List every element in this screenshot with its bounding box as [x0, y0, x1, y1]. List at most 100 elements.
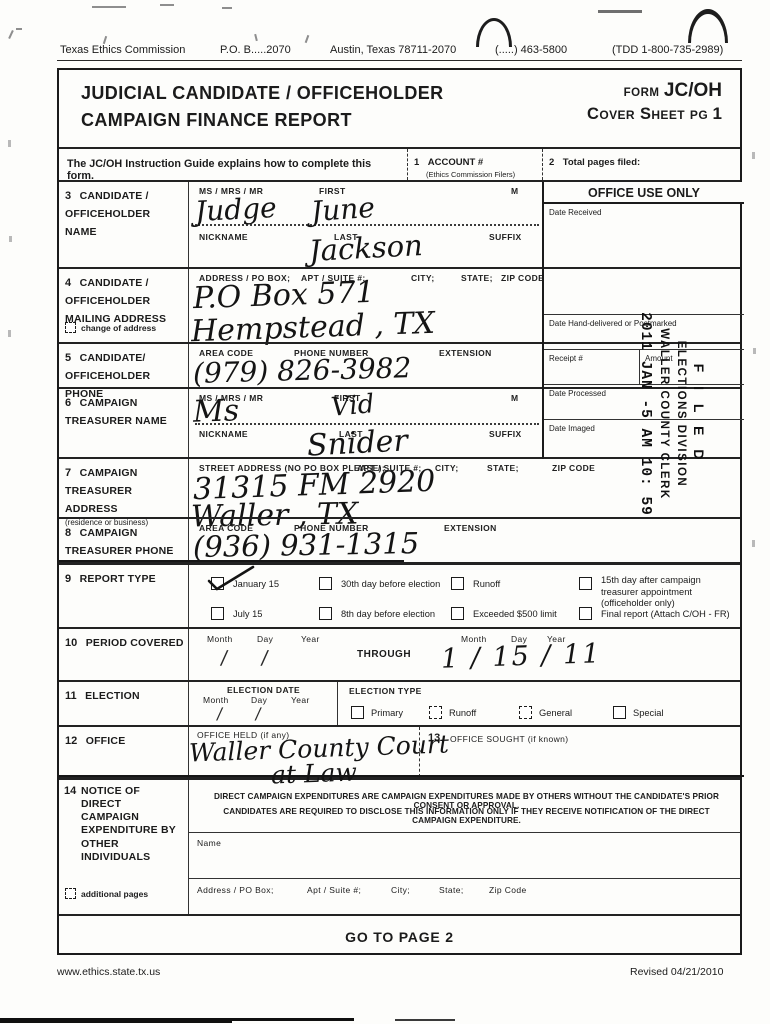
box8-header-phonenumber: PHONE NUMBER — [294, 523, 369, 533]
agency-tdd: (TDD 1-800-735-2989) — [612, 44, 724, 56]
hand-delivered-label: Date Hand-delivered or Postmarked — [549, 319, 677, 328]
box4-fields: ADDRESS / PO BOX; APT / SUITE #; CITY; S… — [189, 269, 543, 349]
election-type-checkbox-special — [613, 706, 626, 719]
box7-header-state: STATE; — [487, 463, 519, 473]
notice-apt-label: Apt / Suite #; — [307, 885, 362, 895]
box4-header-address: ADDRESS / PO BOX; — [199, 273, 291, 283]
agency-city: Austin, Texas 78711-2070 — [330, 44, 457, 56]
title-block: JUDICIAL CANDIDATE / OFFICEHOLDER CAMPAI… — [59, 70, 740, 147]
candidate-first-handwriting: June — [309, 190, 376, 229]
pen-scribble — [92, 6, 126, 8]
meta-row: The JC/OH Instruction Guide explains how… — [59, 147, 740, 182]
header-rule — [57, 60, 742, 61]
office-held-label: OFFICE HELD (if any) — [197, 730, 290, 740]
scan-speck — [753, 348, 756, 354]
box6-header-first: FIRST — [334, 393, 361, 403]
box8-header-extension: EXTENSION — [444, 523, 497, 533]
box9-label: REPORT TYPE — [79, 573, 156, 585]
box12-label: OFFICE — [85, 735, 126, 747]
pen-scribble — [16, 28, 22, 30]
agency-name: Texas Ethics Commission — [60, 44, 186, 56]
date-received-cell: Date Received — [544, 204, 744, 314]
box9-labelcol: 9 REPORT TYPE — [59, 565, 189, 627]
form-code-block: FORM JC/OH Cover Sheet pg 1 — [587, 80, 722, 124]
cover-sheet-label: Cover Sheet pg — [587, 105, 709, 123]
scan-speck — [752, 540, 755, 547]
election-type-label-special: Special — [633, 708, 664, 718]
scan-speck — [752, 152, 755, 159]
pen-scribble — [8, 29, 14, 40]
notice-city-label: City; — [391, 885, 410, 895]
box13-cell: 13 OFFICE SOUGHT (if known) — [419, 727, 740, 777]
box14-label: NOTICE OF DIRECT CAMPAIGN EXPENDITURE BY… — [81, 785, 176, 863]
election-type-label-primary: Primary — [371, 708, 404, 718]
box4-header-apt: APT / SUITE #; — [301, 273, 366, 283]
box14-labelcol: 14 NOTICE OF DIRECT CAMPAIGN EXPENDITURE… — [59, 780, 189, 914]
footer-revised: Revised 04/21/2010 — [630, 966, 724, 978]
box6-header-nickname: NICKNAME — [199, 429, 249, 439]
box4-labelcol: 4 CANDIDATE / OFFICEHOLDER MAILING ADDRE… — [59, 269, 189, 342]
change-of-address-label: change of address — [81, 323, 157, 333]
box7-header-zip: ZIP CODE — [552, 463, 596, 473]
name-dotted-rule — [195, 423, 539, 425]
agency-pobox: P.O. B.....2070 — [220, 44, 291, 56]
pen-scribble — [102, 35, 108, 45]
box4-label: CANDIDATE / OFFICEHOLDER MAILING ADDRESS — [65, 277, 167, 325]
box7-row: 7 CAMPAIGN TREASURER ADDRESS (residence … — [59, 457, 740, 534]
box1-number: 1 — [414, 157, 420, 168]
box10-blank-date-slashes: / / — [219, 647, 284, 669]
box3-header-nickname: NICKNAME — [199, 232, 249, 242]
treasurer-phone-handwriting: (936) 931-1315 — [192, 526, 420, 564]
box8-labelcol: 8 CAMPAIGN TREASURER PHONE — [59, 519, 189, 562]
scan-speck — [8, 330, 11, 337]
notice-address-subrow: Address / PO Box; Apt / Suite #; City; S… — [189, 878, 740, 914]
box3-number: 3 — [65, 190, 72, 202]
amount-cell: Amount — [639, 349, 744, 384]
box7-number: 7 — [65, 467, 72, 479]
box6-header-last: LAST — [339, 429, 363, 439]
scan-line-artifact — [59, 560, 404, 562]
date-processed-label: Date Processed — [549, 389, 606, 398]
box10-end-year-label: Year — [547, 634, 566, 644]
box10-row: 10 PERIOD COVERED Month Day Year / / THR… — [59, 627, 740, 680]
box3-header-first: FIRST — [319, 186, 346, 196]
binder-ring-arc — [476, 18, 512, 47]
box4-row: 4 CANDIDATE / OFFICEHOLDER MAILING ADDRE… — [59, 267, 740, 349]
notice-text-line1: DIRECT CAMPAIGN EXPENDITURES ARE CAMPAIG… — [214, 792, 719, 810]
receipt-label: Receipt # — [549, 354, 583, 363]
box4-number: 4 — [65, 277, 72, 289]
report-type-checkbox-30thday — [319, 577, 332, 590]
footer-url: www.ethics.state.tx.us — [57, 966, 161, 978]
box5-header-extension: EXTENSION — [439, 348, 492, 358]
box3-header-suffix: SUFFIX — [489, 232, 522, 242]
treasurer-first-handwriting: Vid — [329, 389, 376, 423]
report-type-label-january15: January 15 — [233, 579, 279, 589]
form-code: JC/OH — [663, 80, 722, 101]
pen-scribble — [304, 34, 310, 44]
election-type-checkbox-primary — [351, 706, 364, 719]
date-imaged-label: Date Imaged — [549, 424, 595, 433]
candidate-phone-handwriting: (979) 826-3982 — [192, 351, 412, 390]
stamp-filed-text: F I L E D — [691, 363, 707, 465]
box8-fields: AREA CODE PHONE NUMBER EXTENSION (936) 9… — [189, 519, 740, 564]
box2-label: Total pages filed: — [562, 157, 641, 168]
box6-number: 6 — [65, 397, 72, 409]
report-type-checkbox-final — [579, 607, 592, 620]
hand-delivered-cell: Date Hand-delivered or Postmarked — [544, 314, 744, 349]
box3-row: 3 CANDIDATE / OFFICEHOLDER NAME MS / MRS… — [59, 180, 744, 516]
additional-pages-checkbox — [65, 888, 76, 899]
box11-number: 11 — [65, 690, 77, 702]
binder-ring-arc — [688, 9, 728, 43]
box3-fields: MS / MRS / MR FIRST M NICKNAME LAST SUFF… — [189, 182, 542, 268]
box6-fields: MS / MRS / MR FIRST M NICKNAME LAST SUFF… — [189, 389, 542, 464]
box11-labelcol: 11 ELECTION — [59, 682, 189, 725]
notice-name-label: Name — [197, 838, 222, 848]
box3-label: CANDIDATE / OFFICEHOLDER NAME — [65, 190, 151, 238]
date-processed-cell: Date Processed — [544, 384, 744, 419]
box8-label: CAMPAIGN TREASURER PHONE — [65, 527, 174, 557]
receipt-cell: Receipt # — [544, 349, 639, 384]
scan-speck — [9, 236, 12, 242]
change-of-address-checkbox — [65, 322, 76, 333]
pen-scribble — [254, 33, 258, 42]
total-pages-cell: 2 Total pages filed: — [542, 149, 740, 180]
